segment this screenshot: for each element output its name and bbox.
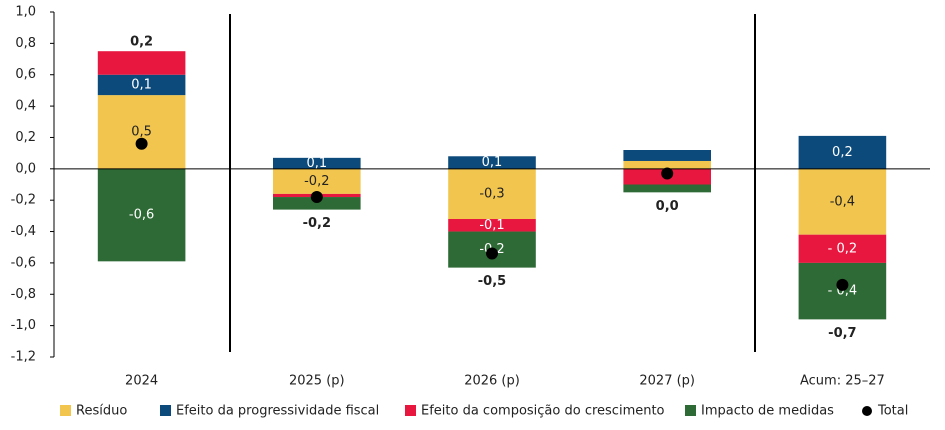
value-label: - 0,4: [828, 284, 858, 299]
y-tick-label: -1,2: [11, 350, 36, 365]
x-tick-label: 2026 (p): [464, 374, 520, 389]
x-tick-label: Acum: 25–27: [800, 374, 885, 389]
legend-marker: [862, 406, 872, 416]
y-tick-label: 0,0: [15, 161, 36, 176]
bar-segment: [798, 168, 887, 235]
value-label: 0,2: [832, 145, 853, 160]
y-tick-label: -0,6: [11, 255, 36, 270]
value-label: -0,4: [830, 194, 855, 209]
y-tick-label: -0,2: [11, 193, 36, 208]
total-dot: [486, 247, 498, 260]
bar-segment: [97, 168, 186, 262]
bar-segment: [273, 197, 361, 210]
bar-segment: [623, 160, 711, 169]
bar-segment: [273, 157, 361, 169]
legend-marker: [160, 405, 171, 416]
x-tick-label: 2025 (p): [289, 374, 345, 389]
bar-segment: [798, 234, 887, 263]
value-label: - 0,2: [828, 241, 858, 256]
y-tick-label: -0,8: [11, 287, 36, 302]
total-label: 0,0: [656, 199, 679, 214]
bar-segment: [448, 219, 536, 232]
bar-segment: [448, 156, 536, 169]
y-tick-label: 0,4: [15, 99, 36, 114]
bar-segment: [273, 168, 361, 194]
total-label: 0,2: [130, 35, 153, 50]
bar-segment: [97, 74, 186, 96]
y-tick-label: 0,2: [15, 130, 36, 145]
bar-segment: [798, 135, 887, 169]
value-label: 0,1: [306, 156, 327, 171]
y-tick-label: 0,6: [15, 67, 36, 82]
total-dot: [836, 278, 849, 291]
x-tick-label: 2027 (p): [639, 374, 695, 389]
total-dot: [310, 191, 323, 204]
y-tick-label: -0,4: [11, 224, 36, 239]
bar-segment: [97, 51, 186, 75]
y-tick-label: 0,8: [15, 36, 36, 51]
legend-marker: [60, 405, 71, 416]
y-tick-label: -1,0: [11, 318, 36, 333]
value-label: 0,1: [482, 155, 503, 170]
bar-segment: [448, 168, 536, 219]
legend-label: Total: [877, 404, 908, 419]
bar-segment: [623, 184, 711, 193]
total-dot: [135, 137, 148, 150]
legend-label: Resíduo: [76, 404, 127, 419]
bar-segment: [623, 150, 711, 161]
total-label: -0,5: [478, 274, 506, 289]
legend-marker: [685, 405, 696, 416]
value-label: 0,5: [131, 124, 152, 139]
legend-label: Impacto de medidas: [701, 404, 834, 419]
total-label: -0,7: [828, 326, 856, 341]
legend-marker: [405, 405, 416, 416]
value-label: -0,2: [304, 174, 329, 189]
legend-label: Efeito da composição do crescimento: [421, 404, 665, 419]
bar-segment: [798, 262, 887, 320]
legend-label: Efeito da progressividade fiscal: [176, 404, 379, 419]
total-dot: [661, 167, 674, 180]
value-label: -0,6: [129, 208, 154, 223]
x-tick-label: 2024: [125, 374, 158, 389]
value-label: -0,1: [479, 218, 504, 233]
value-label: -0,3: [479, 186, 504, 201]
total-label: -0,2: [303, 216, 331, 231]
value-label: 0,1: [131, 77, 152, 92]
bar-segment: [97, 95, 186, 169]
y-tick-label: 1,0: [15, 5, 36, 20]
